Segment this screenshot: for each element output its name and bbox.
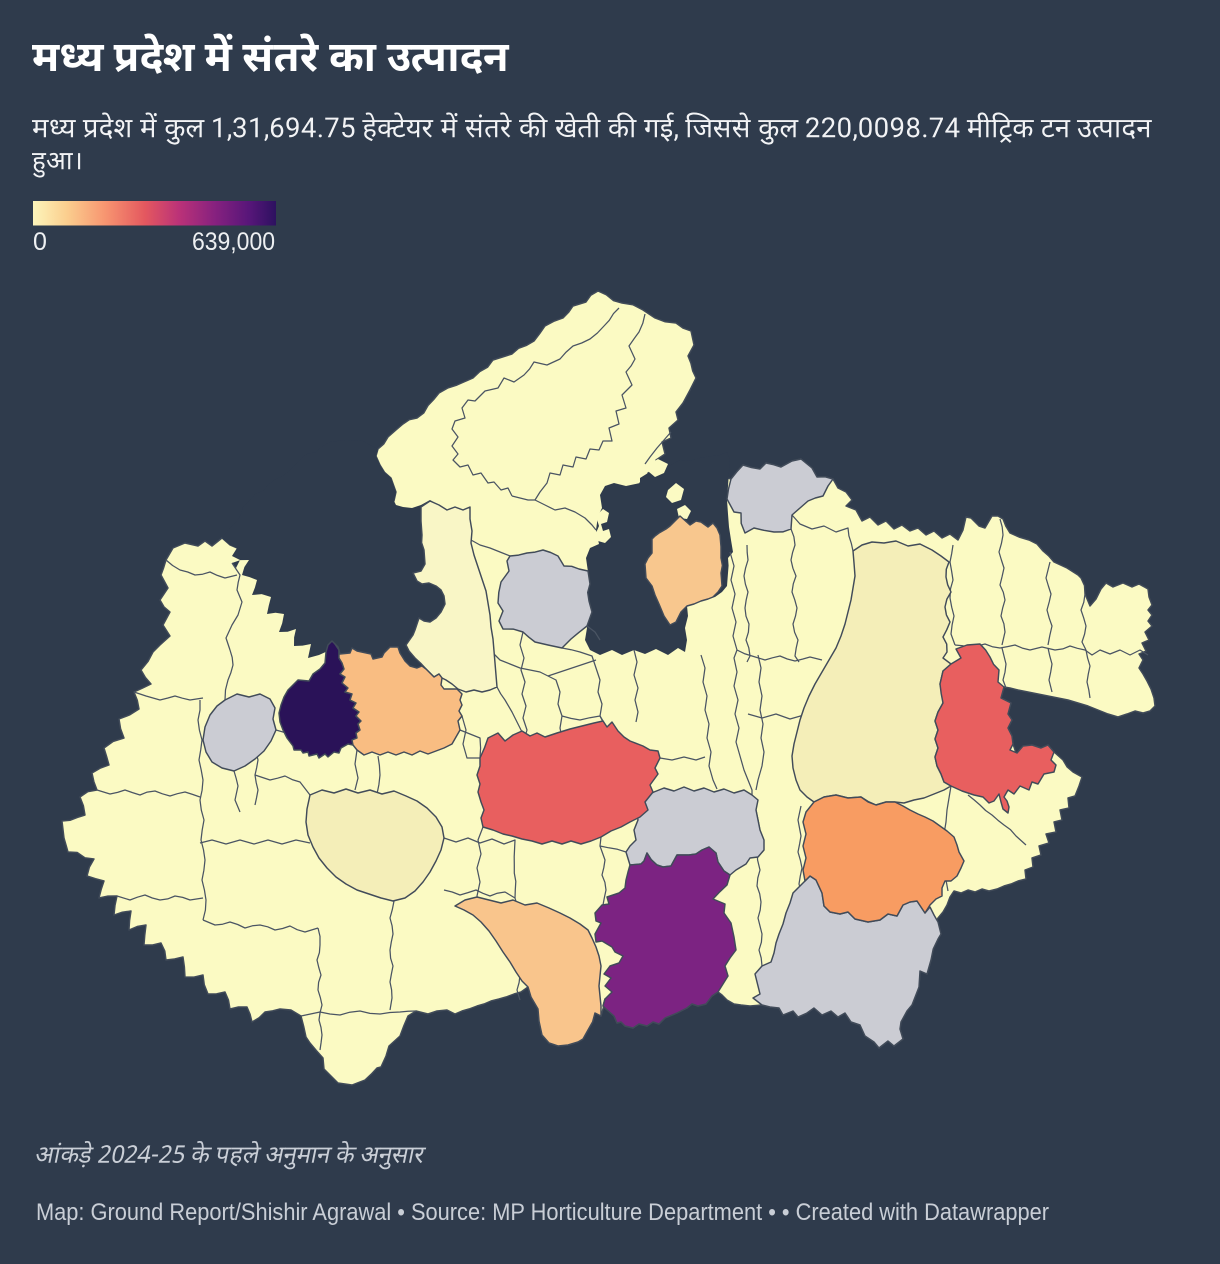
svg-text:639,000: 639,000 bbox=[192, 228, 275, 256]
svg-text:0: 0 bbox=[33, 228, 47, 256]
svg-text:Map: Ground Report/Shishir Agr: Map: Ground Report/Shishir Agrawal • Sou… bbox=[36, 1199, 1049, 1226]
